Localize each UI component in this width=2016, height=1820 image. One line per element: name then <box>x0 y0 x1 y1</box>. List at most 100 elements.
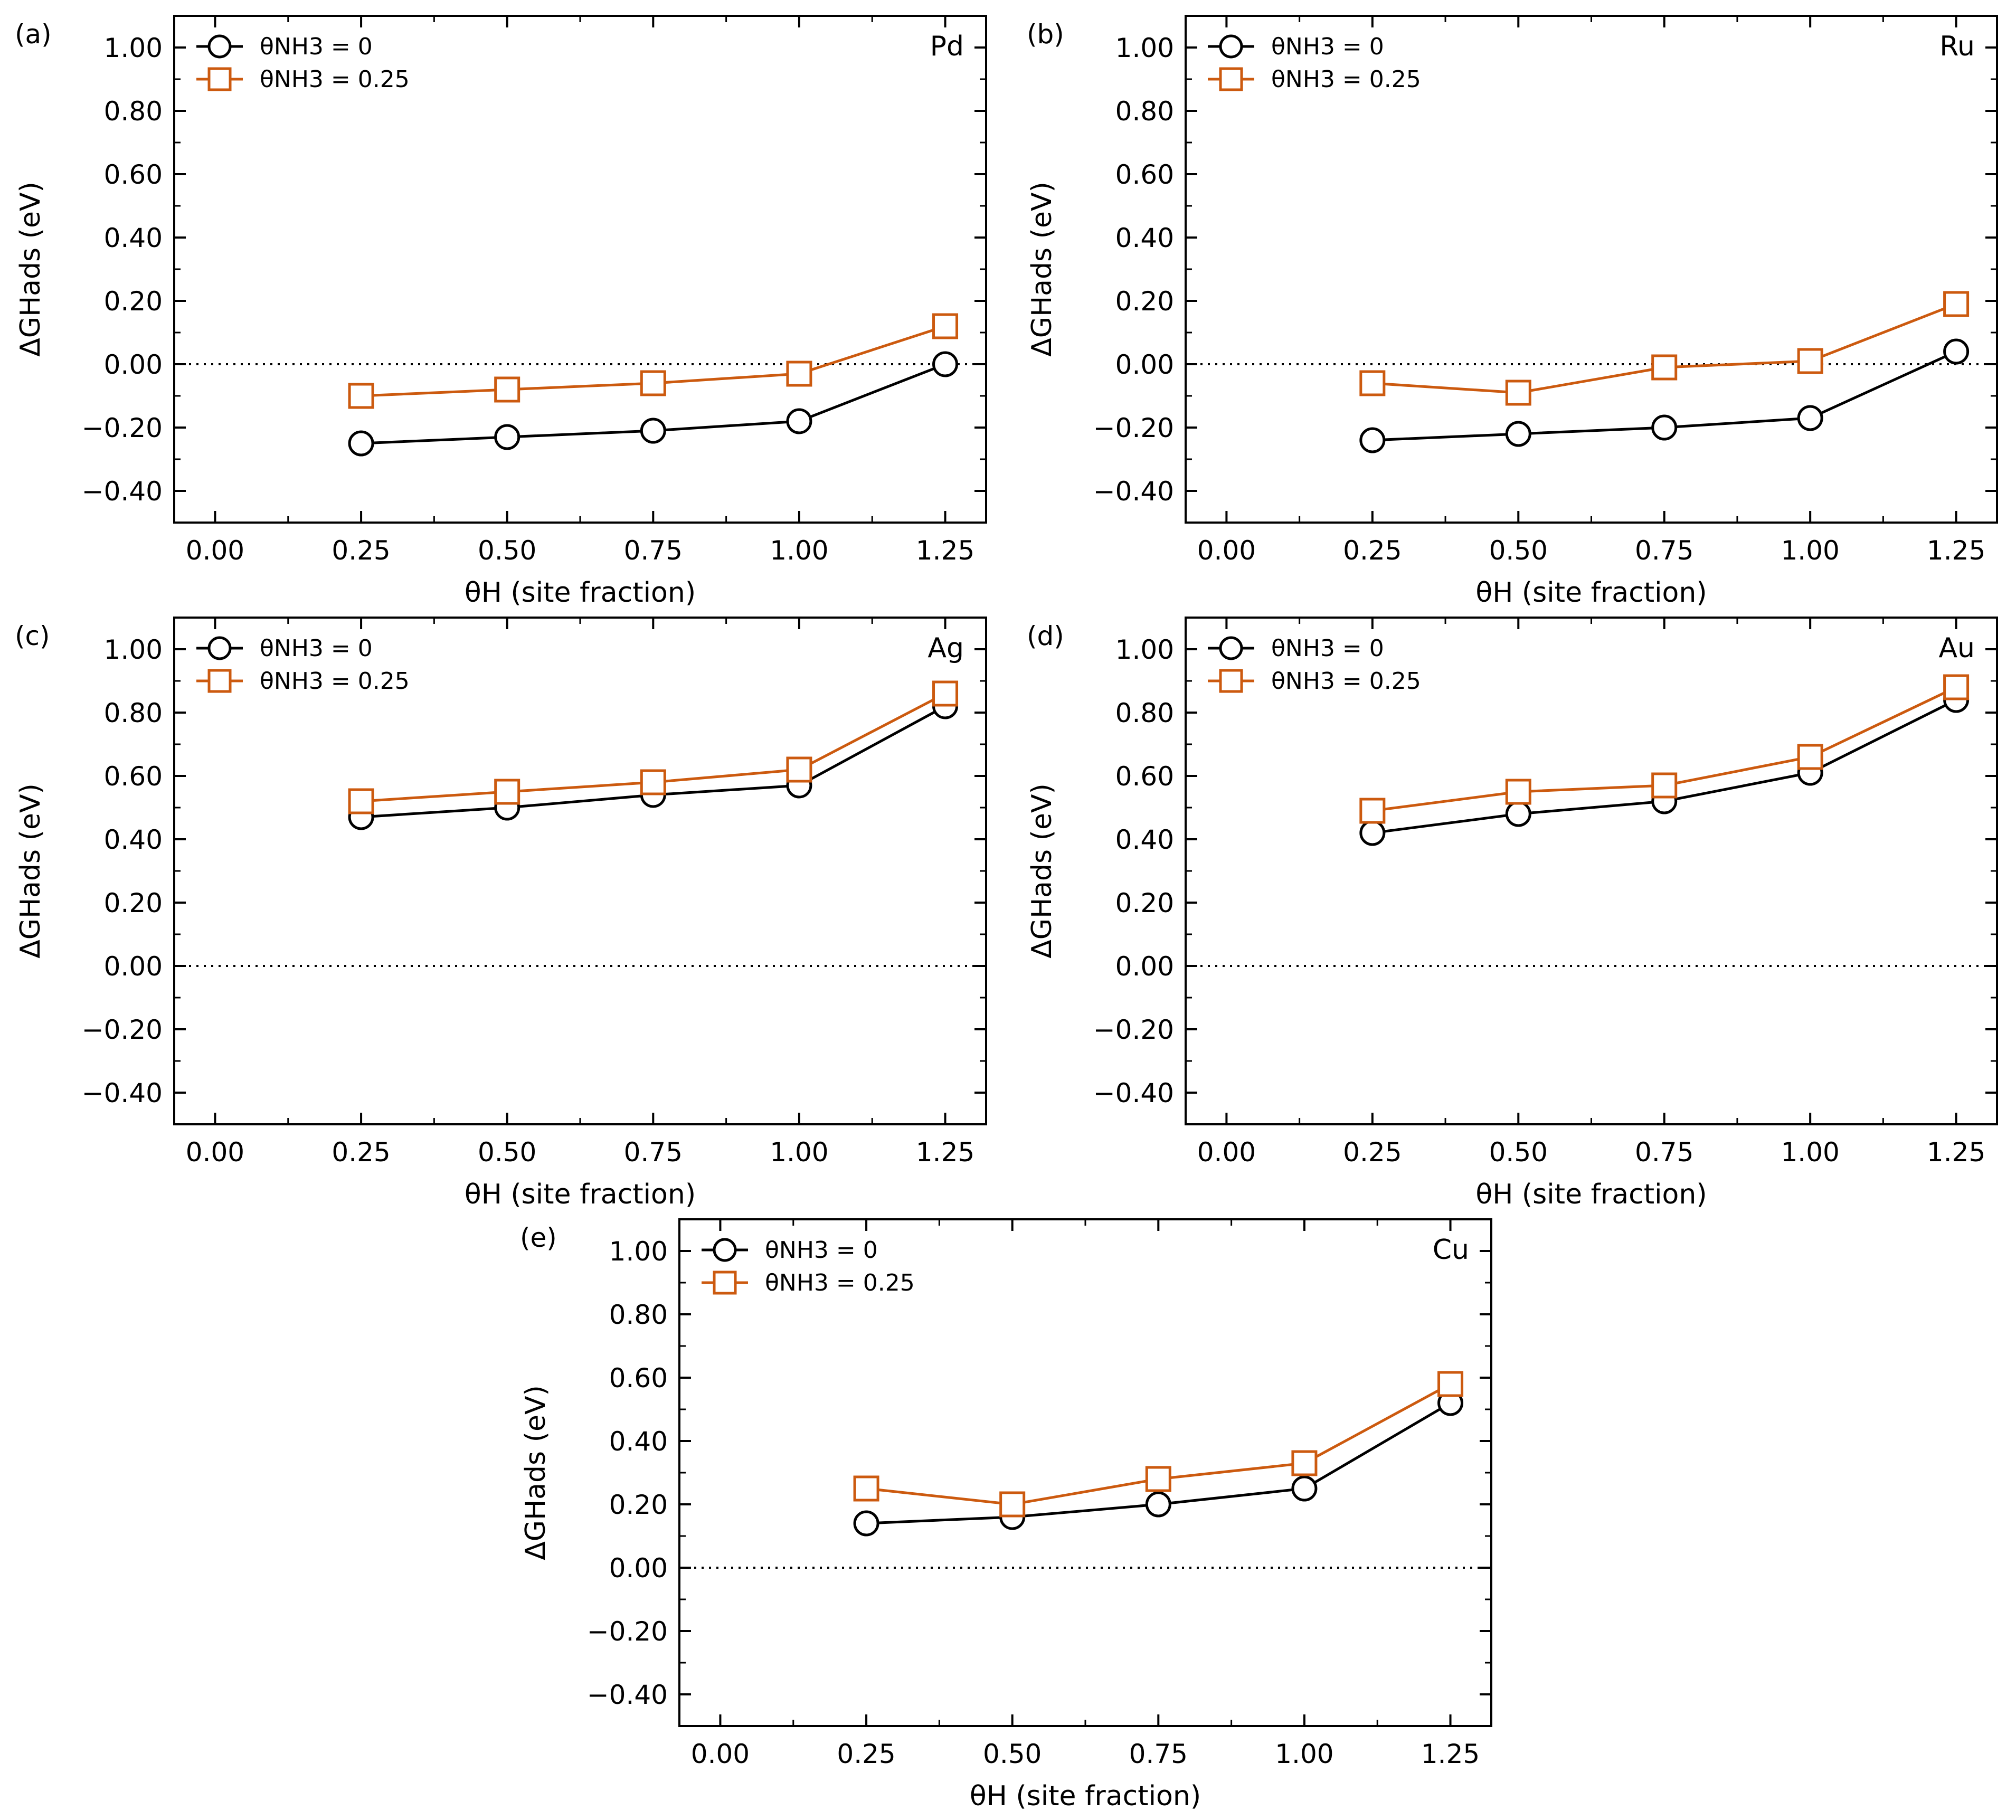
data-point-circle <box>640 418 666 444</box>
x-tick-label: 1.25 <box>1927 535 1985 566</box>
y-tick-label: 0.60 <box>609 1363 668 1394</box>
data-point-square <box>494 376 520 403</box>
y-tick-label: 1.00 <box>609 1236 668 1267</box>
metal-label: Pd <box>930 31 964 62</box>
x-tick-label: 1.00 <box>1781 1137 1839 1168</box>
data-point-circle <box>1943 338 1970 365</box>
legend-marker-square <box>1219 67 1243 91</box>
legend-label-1: θNH3 = 0.25 <box>1271 66 1421 93</box>
data-point-square <box>786 756 812 783</box>
x-tick-label: 0.75 <box>1635 535 1693 566</box>
y-tick-label: 0.80 <box>1115 96 1174 127</box>
y-tick-label: 0.40 <box>104 824 163 855</box>
panel-letter: (a) <box>15 19 52 50</box>
chart-panel-pd: (a) 0.00 0.25 0.50 0.75 1.00 1.25 −0.40 −0.20 0.0… <box>15 15 987 609</box>
data-point-circle <box>1797 405 1823 431</box>
y-tick-label: 0.80 <box>1115 698 1174 728</box>
x-axis-label: θH (site fraction) <box>1475 577 1707 609</box>
y-tick-label: 0.00 <box>104 951 163 982</box>
panel-letter: (e) <box>520 1222 557 1253</box>
y-tick-label: 0.40 <box>609 1426 668 1457</box>
x-tick-label: 0.75 <box>624 1137 683 1168</box>
y-tick-label: 0.60 <box>104 159 163 190</box>
data-point-square <box>640 769 666 795</box>
legend-marker-square <box>207 669 232 693</box>
legend-marker-circle <box>207 636 232 660</box>
panel-letter: (c) <box>15 621 50 651</box>
x-axis-label: θH (site fraction) <box>970 1780 1201 1812</box>
data-point-square <box>1505 779 1531 805</box>
chart-panel-ru: (b) 0.00 0.25 0.50 0.75 1.00 1.25 −0.40 −0.20 0.0… <box>1026 15 1998 609</box>
data-point-circle <box>853 1510 879 1537</box>
data-point-square <box>1651 772 1678 799</box>
y-tick-label: −0.20 <box>82 1015 163 1045</box>
x-axis-label: θH (site fraction) <box>465 1179 696 1210</box>
data-point-circle <box>1505 801 1531 827</box>
y-tick-label: 0.00 <box>104 349 163 380</box>
legend-marker-circle <box>713 1238 737 1262</box>
y-axis-label: ΔGHads (eV) <box>15 783 46 959</box>
y-tick-label: −0.40 <box>587 1680 668 1710</box>
chart-panel-au: (d) 0.00 0.25 0.50 0.75 1.00 1.25 −0.40 −0.20 0.0… <box>1026 617 1998 1210</box>
y-tick-label: 0.80 <box>104 698 163 728</box>
panel-letter: (d) <box>1027 621 1064 651</box>
data-point-circle <box>1291 1475 1318 1502</box>
legend-label-1: θNH3 = 0.25 <box>260 66 410 93</box>
y-axis-label: ΔGHads (eV) <box>15 182 46 357</box>
legend-label-0: θNH3 = 0 <box>765 1237 878 1264</box>
data-point-square <box>1145 1466 1171 1492</box>
legend-label-0: θNH3 = 0 <box>1271 33 1384 60</box>
data-point-square <box>348 788 374 814</box>
data-point-square <box>1797 348 1823 374</box>
x-tick-label: 0.00 <box>1197 1137 1256 1168</box>
legend-label-0: θNH3 = 0 <box>1271 635 1384 662</box>
y-tick-label: −0.20 <box>587 1616 668 1647</box>
y-tick-label: 0.00 <box>1115 349 1174 380</box>
y-tick-label: 0.60 <box>1115 159 1174 190</box>
data-point-circle <box>1651 414 1678 441</box>
y-tick-label: −0.20 <box>82 413 163 443</box>
y-tick-label: 0.20 <box>104 888 163 918</box>
y-tick-label: 1.00 <box>104 634 163 665</box>
x-tick-label: 0.00 <box>691 1739 750 1769</box>
data-point-circle <box>494 424 520 450</box>
x-tick-label: 0.75 <box>1129 1739 1188 1769</box>
metal-label: Ag <box>927 632 964 664</box>
x-tick-label: 0.25 <box>332 1137 390 1168</box>
x-axis-label: θH (site fraction) <box>465 577 696 609</box>
y-axis-label: ΔGHads (eV) <box>520 1385 552 1560</box>
y-tick-label: 0.00 <box>1115 951 1174 982</box>
y-tick-label: 0.40 <box>1115 824 1174 855</box>
y-tick-label: 1.00 <box>1115 33 1174 63</box>
legend-marker-circle <box>1219 636 1243 660</box>
legend-label-1: θNH3 = 0.25 <box>260 668 410 695</box>
x-tick-label: 0.25 <box>332 535 390 566</box>
data-point-square <box>786 361 812 387</box>
x-tick-label: 0.00 <box>186 535 244 566</box>
data-point-square <box>1359 798 1386 824</box>
legend-marker-square <box>713 1271 737 1295</box>
legend-marker-circle <box>1219 34 1243 59</box>
x-tick-label: 0.75 <box>624 535 683 566</box>
data-point-square <box>494 779 520 805</box>
y-tick-label: 1.00 <box>104 33 163 63</box>
data-point-square <box>1797 744 1823 770</box>
y-tick-label: 1.00 <box>1115 634 1174 665</box>
x-tick-label: 1.25 <box>916 535 974 566</box>
data-point-square <box>348 383 374 409</box>
y-tick-label: 0.80 <box>609 1300 668 1330</box>
chart-panel-cu: (e) 0.00 0.25 0.50 0.75 1.00 1.25 −0.40 −0.20 0.0… <box>520 1218 1492 1812</box>
x-tick-label: 0.25 <box>1343 535 1402 566</box>
metal-label: Ru <box>1939 31 1975 62</box>
x-tick-label: 0.00 <box>1197 535 1256 566</box>
legend-marker-square <box>207 67 232 91</box>
x-tick-label: 0.50 <box>1489 535 1548 566</box>
x-tick-label: 0.50 <box>478 1137 536 1168</box>
data-point-circle <box>1145 1491 1171 1518</box>
data-point-circle <box>1505 421 1531 447</box>
y-tick-label: 0.00 <box>609 1553 668 1584</box>
metal-label: Cu <box>1433 1234 1469 1266</box>
y-tick-label: 0.20 <box>1115 888 1174 918</box>
y-axis-label: ΔGHads (eV) <box>1026 182 1058 357</box>
